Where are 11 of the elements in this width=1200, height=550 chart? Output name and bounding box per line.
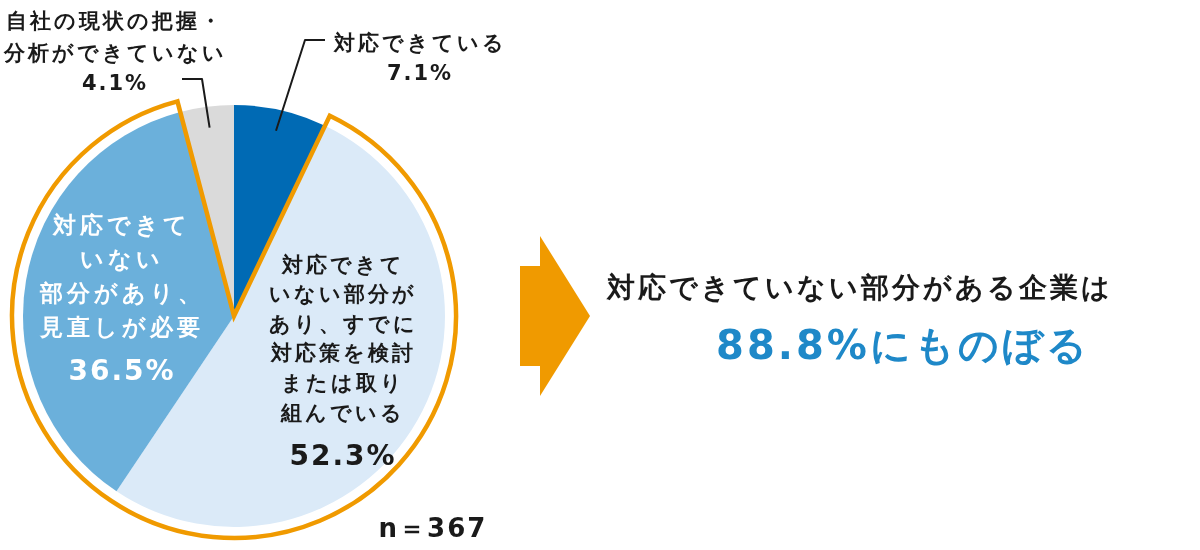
text: 88.8%にものぼる [716,322,1090,369]
data-label: 52.3% [289,439,397,473]
slice-label: 対応できていない部分があり、すでに対応策を検討または取り組んでいる [268,252,418,425]
text: n＝367 [378,513,488,544]
data-label: 36.5% [68,354,176,388]
data-label: 7.1% [386,60,454,85]
data-label: 4.1% [81,70,149,95]
slice-label: 対応できていない部分があり、見直しが必要 [38,212,205,341]
slice-label: 自社の現状の把握・分析ができていない [2,8,227,65]
slice-label: 対応できている [332,30,507,55]
text: 対応できていない部分がある企業は [606,271,1113,305]
